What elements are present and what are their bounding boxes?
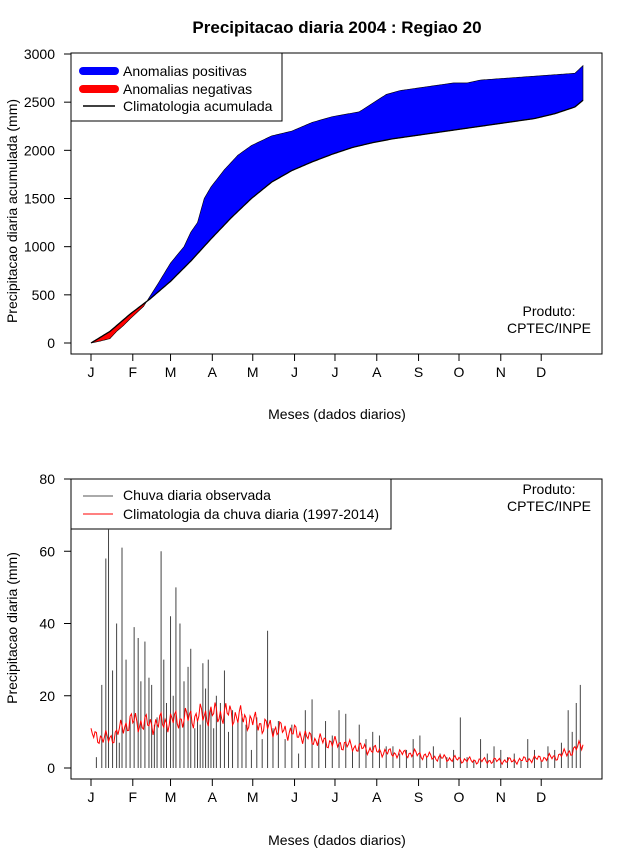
0-y-tick-label: 0 (47, 335, 55, 351)
top-chart-climatology-line (90, 99, 584, 344)
0-x-tick-label: A (372, 364, 382, 380)
0-x-tick-label: D (536, 364, 546, 380)
0-x-tick-label: J (88, 364, 95, 380)
1-y-tick-label: 20 (39, 688, 55, 704)
top-chart-y-axis: 0 500 1000 1500 2000 2500 3000 (24, 46, 71, 351)
0-x-tick-label: M (247, 364, 259, 380)
legend-label-positive: Anomalias positivas (123, 63, 247, 79)
bottom-chart-legend-box (70, 478, 392, 530)
bottom-chart-bars (95, 529, 581, 768)
0-x-tick-label: N (496, 364, 506, 380)
1-x-tick-label: O (454, 789, 465, 805)
1-x-tick-label: A (208, 789, 218, 805)
0-x-tick-label: O (454, 364, 465, 380)
legend-label-climatology-daily: Climatologia da chuva diaria (1997-2014) (123, 506, 379, 522)
1-x-tick-label: S (414, 789, 423, 805)
1-x-tick-label: F (129, 789, 138, 805)
bottom-chart-y-axis: 0 20 40 60 80 (39, 471, 71, 776)
bottom-chart-climatology-line (90, 702, 584, 766)
1-x-tick-label: N (496, 789, 506, 805)
1-x-tick-label: A (372, 789, 382, 805)
1-x-tick-label: J (88, 789, 95, 805)
0-x-tick-label: J (331, 364, 338, 380)
bottom-chart-annotation-line2: CPTEC/INPE (507, 498, 591, 514)
0-y-tick-label: 3000 (24, 46, 55, 62)
top-chart-annotation-line1: Produto: (523, 303, 576, 319)
0-x-tick-label: M (165, 364, 177, 380)
0-y-tick-label: 500 (32, 287, 56, 303)
1-y-tick-label: 0 (47, 760, 55, 776)
0-y-tick-label: 2500 (24, 94, 55, 110)
1-x-tick-label: M (247, 789, 259, 805)
figure-title: Precipitacao diaria 2004 : Regiao 20 (192, 18, 481, 37)
1-x-tick-label: M (165, 789, 177, 805)
top-chart: 0 500 1000 1500 2000 2500 3000 J F M A M J J A S O N D Pr… (4, 46, 603, 422)
top-chart-x-label: Meses (dados diarios) (268, 406, 406, 422)
0-x-tick-label: J (291, 364, 298, 380)
1-y-tick-label: 40 (39, 616, 55, 632)
bottom-chart-annotation-line1: Produto: (523, 481, 576, 497)
0-y-tick-label: 1500 (24, 191, 55, 207)
0-x-tick-label: A (208, 364, 218, 380)
legend-label-observed: Chuva diaria observada (123, 487, 271, 503)
top-chart-y-label: Precipitacao diaria acumulada (mm) (4, 99, 20, 323)
1-x-tick-label: D (536, 789, 546, 805)
bottom-chart-x-label: Meses (dados diarios) (268, 832, 406, 848)
bottom-chart-legend: Chuva diaria observada Climatologia da c… (70, 478, 392, 530)
0-x-tick-label: F (129, 364, 138, 380)
bottom-chart-y-label: Precipitacao diaria (mm) (4, 552, 20, 704)
legend-label-climatology: Climatologia acumulada (123, 98, 273, 114)
legend-label-negative: Anomalias negativas (123, 81, 252, 97)
bottom-chart: 0 20 40 60 80 J F M A M J J A S O N D Precipitacao diar… (4, 471, 603, 848)
0-x-tick-label: S (414, 364, 423, 380)
1-x-tick-label: J (291, 789, 298, 805)
1-x-tick-label: J (331, 789, 338, 805)
1-y-tick-label: 60 (39, 543, 55, 559)
1-y-tick-label: 80 (39, 471, 55, 487)
0-y-tick-label: 2000 (24, 142, 55, 158)
top-chart-legend: Anomalias positivas Anomalias negativas … (70, 52, 283, 122)
top-chart-annotation-line2: CPTEC/INPE (507, 320, 591, 336)
0-y-tick-label: 1000 (24, 239, 55, 255)
